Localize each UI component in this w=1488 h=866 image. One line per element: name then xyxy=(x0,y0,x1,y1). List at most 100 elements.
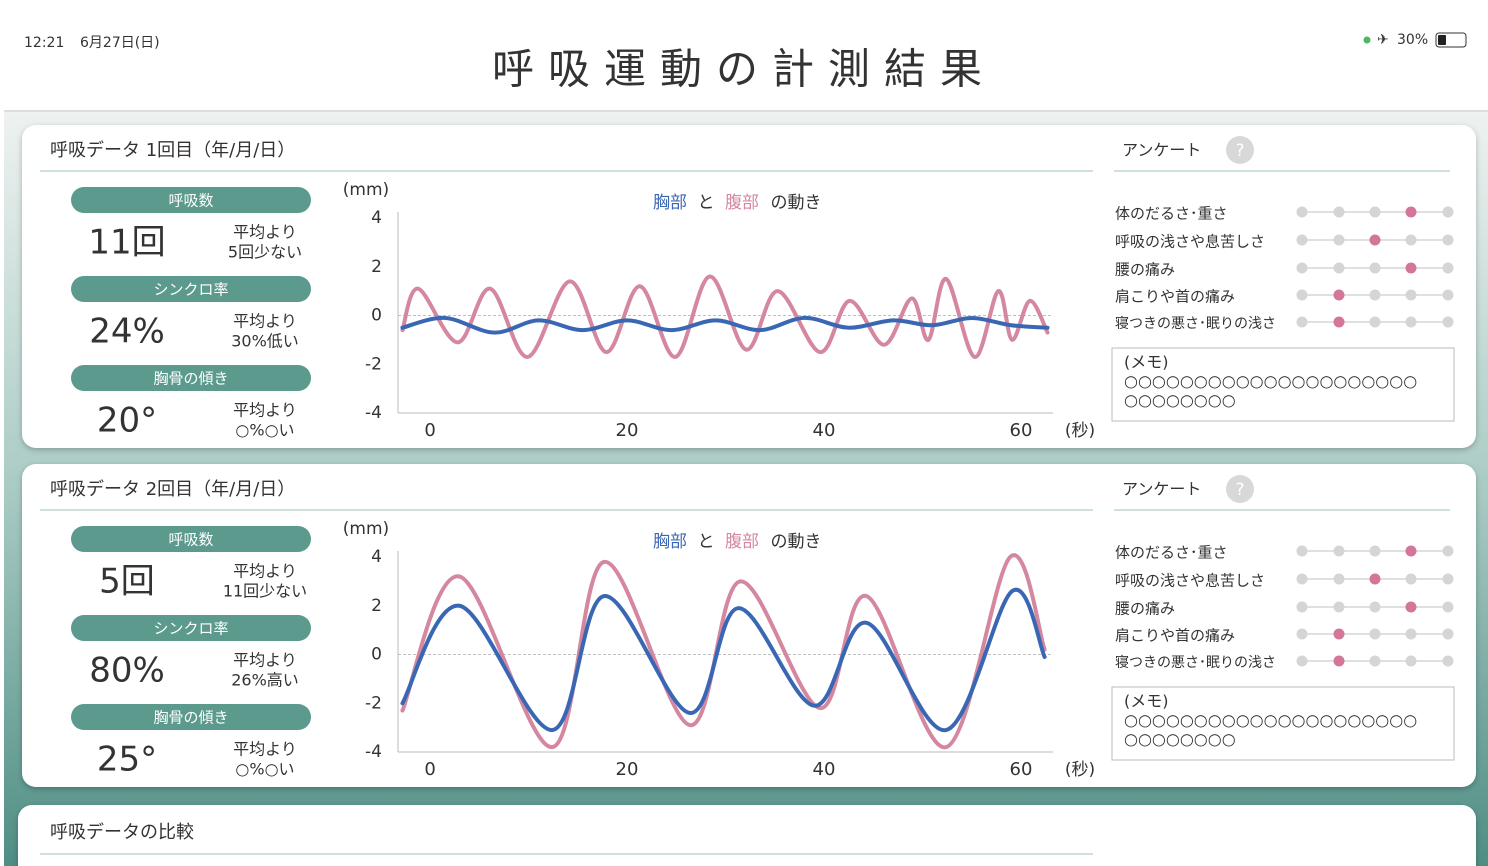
stat-compare: ○%○い xyxy=(235,421,294,440)
stat-pill xyxy=(71,276,311,302)
x-tick-label: 40 xyxy=(813,420,836,441)
scale-dot xyxy=(1296,628,1308,640)
scale-dot xyxy=(1442,289,1454,301)
scale-dot xyxy=(1296,655,1308,667)
stat-value: 5回 xyxy=(99,562,155,602)
stat-compare: 平均より xyxy=(233,401,297,420)
scale-dot xyxy=(1442,655,1454,667)
scale-dot xyxy=(1369,628,1381,640)
stat-label: 呼吸数 xyxy=(168,192,213,210)
scale-dot xyxy=(1333,234,1345,246)
stat-value: 20° xyxy=(97,401,157,441)
stat-label: 呼吸数 xyxy=(168,531,213,549)
help-mark: ? xyxy=(1235,141,1244,161)
stat-compare: 平均より xyxy=(233,740,297,759)
scale-dot-selected xyxy=(1333,628,1345,640)
survey-item: 肩こりや首の痛み xyxy=(1115,627,1235,645)
series-line xyxy=(400,274,1050,359)
help-mark: ? xyxy=(1235,480,1244,500)
scale-dot xyxy=(1442,573,1454,585)
scale-dot-selected xyxy=(1405,545,1417,557)
stat-pill xyxy=(71,187,311,213)
scale-dot-selected xyxy=(1333,655,1345,667)
scale-dot xyxy=(1333,206,1345,218)
status-dot xyxy=(1363,36,1371,44)
y-tick-label: 4 xyxy=(371,547,382,567)
survey-item: 寝つきの悪さ･眠りの浅さ xyxy=(1115,654,1276,671)
scale-dot-selected xyxy=(1333,289,1345,301)
help-button xyxy=(1226,475,1254,503)
scale-dot xyxy=(1442,262,1454,274)
legend-entry: 腹部 xyxy=(725,532,759,552)
survey-title: アンケート xyxy=(1122,141,1201,160)
survey-item: 腰の痛み xyxy=(1115,600,1175,618)
scale-dot xyxy=(1333,262,1345,274)
legend-joiner: と xyxy=(698,193,715,213)
scale-dot xyxy=(1296,206,1308,218)
scale-dot xyxy=(1405,628,1417,640)
stat-compare: 平均より xyxy=(233,651,297,670)
stat-value: 24% xyxy=(89,312,165,352)
scale-dot xyxy=(1442,601,1454,613)
airplane-icon: ✈ xyxy=(1377,32,1389,48)
y-tick-label: -2 xyxy=(365,693,382,713)
x-tick-label: 20 xyxy=(616,420,639,441)
survey-item: 体のだるさ･重さ xyxy=(1115,544,1228,562)
scale-dot xyxy=(1333,545,1345,557)
stat-compare: 5回少ない xyxy=(228,243,302,262)
stat-compare: 平均より xyxy=(233,312,297,331)
stat-label: 胸骨の傾き xyxy=(153,709,228,727)
y-tick-label: -2 xyxy=(365,354,382,374)
legend-entry: 胸部 xyxy=(653,532,687,552)
series-line xyxy=(400,553,1047,750)
scale-dot-selected xyxy=(1405,601,1417,613)
scale-dot xyxy=(1369,601,1381,613)
status-date: 6月27日(日) xyxy=(80,35,160,51)
scale-dot xyxy=(1442,234,1454,246)
legend-joiner: と xyxy=(698,532,715,552)
stat-value: 25° xyxy=(97,740,157,780)
y-unit: (mm) xyxy=(343,519,389,539)
scale-dot-selected xyxy=(1405,262,1417,274)
memo-line: ○○○○○○○○ xyxy=(1124,730,1236,749)
memo-line: ○○○○○○○○○○○○○○○○○○○○○ xyxy=(1124,372,1417,391)
stat-compare: 30%低い xyxy=(231,332,299,351)
x-unit: (秒) xyxy=(1065,421,1095,441)
stat-value: 11回 xyxy=(88,223,165,263)
scale-dot xyxy=(1296,601,1308,613)
battery-icon xyxy=(1435,32,1467,48)
x-tick-label: 60 xyxy=(1010,759,1033,780)
legend-suffix: の動き xyxy=(771,532,822,552)
stat-pill xyxy=(71,365,311,391)
stat-label: シンクロ率 xyxy=(153,620,228,638)
series-line xyxy=(400,315,1050,335)
stat-pill xyxy=(71,615,311,641)
x-tick-label: 60 xyxy=(1010,420,1033,441)
x-tick-label: 0 xyxy=(424,420,435,441)
survey-item: 呼吸の浅さや息苦しさ xyxy=(1115,572,1265,590)
scale-dot-selected xyxy=(1369,573,1381,585)
scale-dot xyxy=(1296,289,1308,301)
scale-dot-selected xyxy=(1405,206,1417,218)
y-tick-label: 4 xyxy=(371,208,382,228)
y-tick-label: 0 xyxy=(371,306,382,326)
y-tick-label: -4 xyxy=(365,403,382,423)
x-tick-label: 40 xyxy=(813,759,836,780)
panel-heading: 呼吸データ 2回目（年/月/日） xyxy=(50,479,295,500)
scale-dot xyxy=(1296,262,1308,274)
scale-dot-selected xyxy=(1333,316,1345,328)
survey-item: 体のだるさ･重さ xyxy=(1115,205,1228,223)
stat-label: 胸骨の傾き xyxy=(153,370,228,388)
help-button xyxy=(1226,136,1254,164)
scale-dot xyxy=(1442,206,1454,218)
memo-line: (メモ) xyxy=(1124,692,1169,711)
scale-dot xyxy=(1296,316,1308,328)
y-tick-label: 0 xyxy=(371,645,382,665)
series-line xyxy=(400,587,1047,733)
memo-box xyxy=(1111,347,1455,422)
page-title: 呼吸運動の計測結果 xyxy=(492,45,996,94)
